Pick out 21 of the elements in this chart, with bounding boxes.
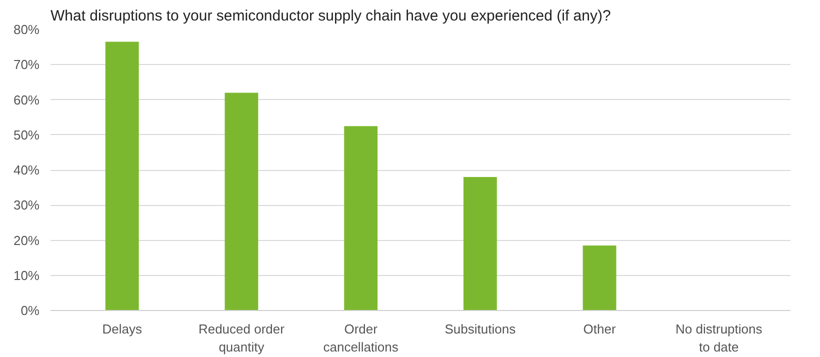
bar — [224, 92, 258, 310]
y-tick-label: 70% — [13, 57, 40, 72]
y-tick-label: 20% — [13, 232, 40, 248]
x-tick-label: Order cancellations — [323, 322, 399, 354]
bar — [582, 246, 616, 310]
y-tick-label: 30% — [13, 198, 40, 213]
bar — [105, 42, 139, 310]
y-tick-label: 40% — [13, 162, 40, 178]
y-tick-label: 60% — [13, 92, 40, 108]
x-tick-label: Reduced order quantity — [198, 322, 286, 354]
y-tick-label: 80% — [13, 22, 40, 37]
bar — [463, 177, 497, 310]
x-tick-label: Other — [583, 322, 616, 336]
y-tick-label: 0% — [20, 303, 40, 318]
y-tick-label: 10% — [13, 268, 40, 283]
bar — [344, 126, 378, 310]
x-tick-label: Delays — [102, 322, 142, 336]
x-tick-label: Subsitutions — [444, 322, 516, 336]
x-tick-label: No distruptions to date — [676, 322, 763, 354]
y-tick-label: 50% — [13, 127, 40, 142]
chart-title: What disruptions to your semiconductor supply chain have you experienced (if any)? — [50, 8, 611, 24]
